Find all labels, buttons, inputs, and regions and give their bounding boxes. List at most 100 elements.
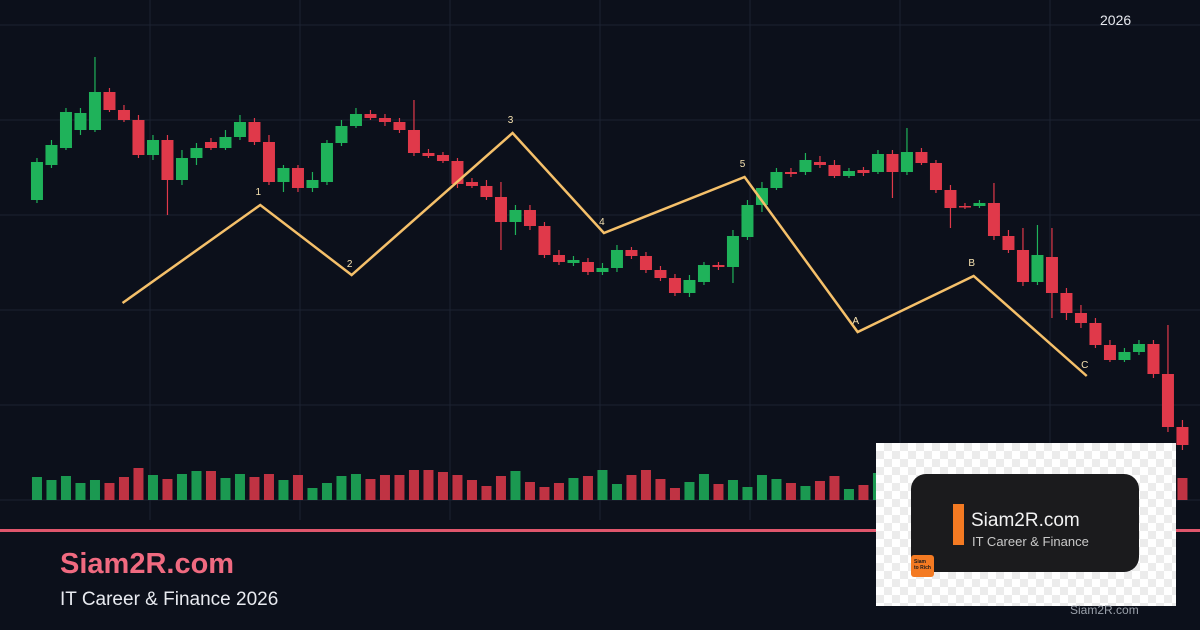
logo-text: to Rich [914,565,931,571]
candle-body [204,142,217,148]
candle-body [306,180,319,188]
wave-label: B [968,258,975,269]
volume-bar [727,480,738,500]
candle-body [219,137,232,148]
volume-bar [104,483,115,500]
candle-body [523,210,536,226]
candle-body [349,114,362,126]
candle-body [712,265,725,267]
candle-body [509,210,522,222]
candle-body [190,148,203,158]
volume-bar [539,487,550,500]
candle-body [770,172,783,188]
volume-bar [31,477,42,500]
card-tagline: IT Career & Finance [972,534,1089,549]
candle-body [291,168,304,188]
volume-bar [452,475,463,500]
candle-body [668,278,681,293]
wave-line [121,131,1088,377]
volume-bar [176,474,187,500]
volume-bar [495,476,506,500]
volume-bar [742,487,753,500]
volume-bar [698,474,709,500]
candle-body [422,153,435,156]
volume-bar [133,468,144,500]
volume-bar [524,482,535,500]
candle-body [117,110,130,120]
candle-body [1016,250,1029,282]
candle-body [1074,313,1087,323]
candle-body [654,270,667,278]
candle-body [262,142,275,182]
volume-bar [466,480,477,500]
candle-body [465,182,478,186]
candle-body [1118,352,1131,360]
candle-body [567,260,580,263]
candle-body [944,190,957,208]
wave-label: 5 [740,159,746,170]
candle-body [1176,427,1189,445]
candle-body [146,140,159,155]
volume-bar [1177,478,1188,500]
volume-bar [394,475,405,500]
volume-bar [278,480,289,500]
wave-label: 1 [255,187,261,198]
candle-body [1060,293,1073,313]
candle-body [755,188,768,205]
volume-bar [568,478,579,500]
candle-body [175,158,188,180]
logo-text: Siam [914,559,926,565]
year-label: 2026 [1100,12,1132,28]
volume-bar [321,483,332,500]
candle-body [1161,374,1174,427]
candle-body [581,262,594,272]
volume-bar [423,470,434,500]
candle-body [900,152,913,172]
candle-body [596,268,609,272]
watermark: Siam2R.com [1070,603,1139,617]
candle-body [233,122,246,137]
wave-label: C [1081,360,1088,371]
footer-tagline: IT Career & Finance 2026 [60,589,279,610]
card-brand: Siam2R.com [971,510,1080,531]
candle-body [886,154,899,172]
volume-bar [713,484,724,500]
volume-bar [379,475,390,500]
logo: Siam to Rich [911,555,934,577]
candle-body [741,205,754,237]
candle-body [436,155,449,161]
candle-body [1031,255,1044,282]
volume-bar [510,471,521,500]
volume-bar [684,482,695,500]
volume-bar [162,479,173,500]
wave-label: 4 [599,217,605,228]
candle-body [132,120,145,155]
volume-bar [249,477,260,500]
candle-body [480,186,493,197]
volume-bar [597,470,608,500]
volume-bar [669,488,680,500]
wave-label: 3 [508,115,514,126]
card-panel: Siam2R.com IT Career & Finance [911,474,1139,572]
volume-bar [263,474,274,500]
volume-bar [785,483,796,500]
candle-body [494,197,507,222]
candle-body [784,172,797,174]
candle-body [1147,344,1160,374]
volume-bar [220,478,231,500]
volume-bar [307,488,318,500]
volume-bar [756,475,767,500]
volume-bar [205,471,216,500]
candle-body [625,250,638,256]
volume-bar [408,470,419,500]
candle-body [538,226,551,255]
volume-bar [843,489,854,500]
volume-bar [147,475,158,500]
candle-body [393,122,406,130]
candle-body [30,162,43,200]
volume-bar [437,472,448,500]
candle-body [973,203,986,206]
volume-bar [655,479,666,500]
volume-bar [800,486,811,500]
